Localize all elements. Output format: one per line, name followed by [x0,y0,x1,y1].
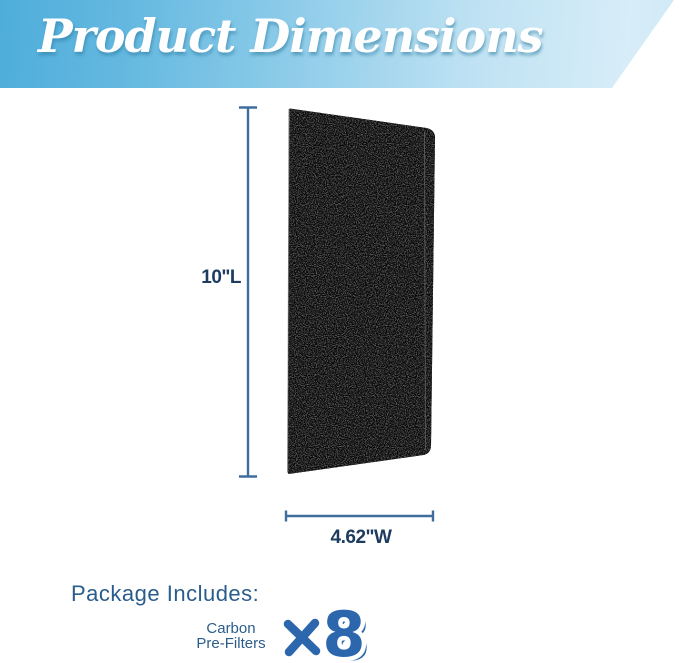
panel-texture-light [287,108,435,474]
length-dimension-line [239,106,257,478]
package-includes-heading: Package Includes: [71,581,260,606]
quantity-badge: 8 8 [318,594,371,663]
multiply-icon [283,618,321,657]
carbon-filter-panel [287,108,435,474]
header-banner: Product Dimensions [0,0,674,88]
length-label: 10"L [201,267,242,288]
width-label: 4.62"W [331,527,392,548]
panel-edge-seam [424,131,426,451]
package-item-line1: Carbon [206,620,256,637]
package-item-line2: Pre-Filters [196,635,266,652]
width-dimension-line [284,510,435,522]
package-item-name: Carbon Pre-Filters [180,620,282,652]
panel-left-edge-highlight [287,108,290,473]
quantity-value: 8 [322,598,365,663]
quantity-shadow: 8 [327,602,370,663]
page-title: Product Dimensions [38,9,544,63]
